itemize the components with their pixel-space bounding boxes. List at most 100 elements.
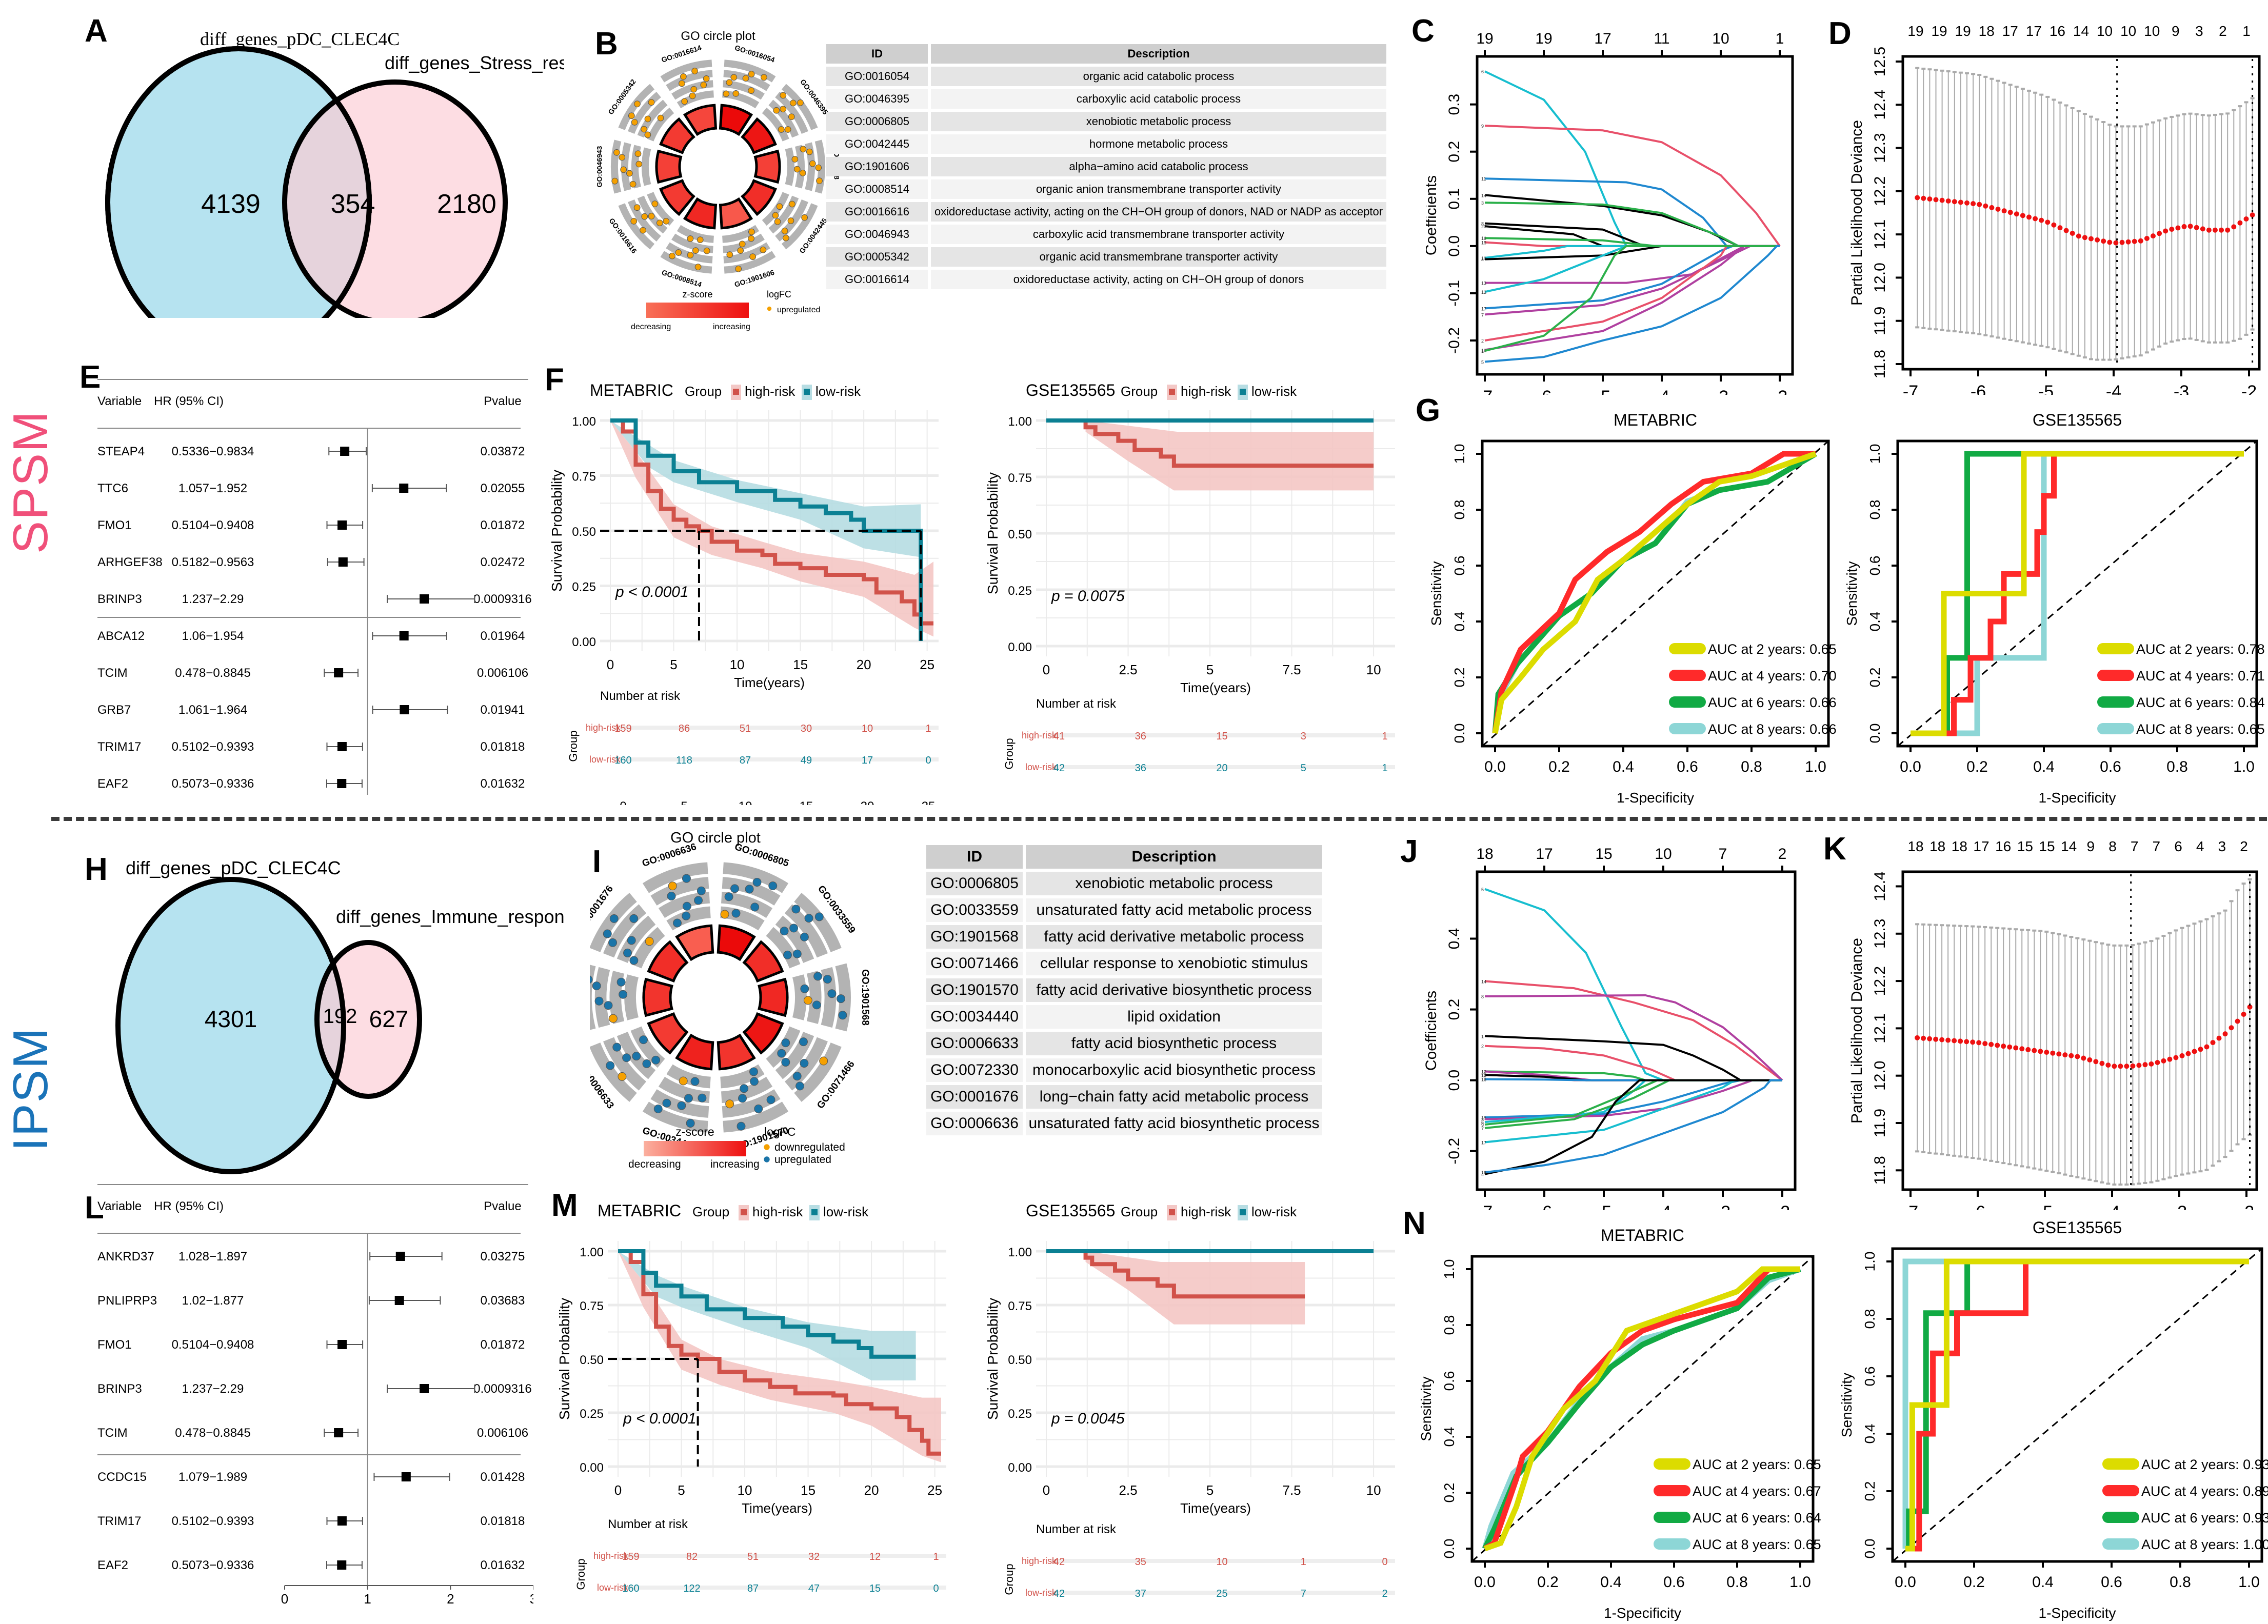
go-table-row: GO:0016614 oxidoreductase activity, actin… [826, 270, 1386, 289]
x-tick-label: 0.2 [1963, 1574, 1985, 1591]
forest-gene: BRINP3 [97, 1382, 142, 1396]
gene-dot [768, 881, 778, 890]
top-tick-label: 7 [2131, 838, 2139, 854]
y-tick-label: 12.4 [1872, 90, 1888, 119]
top-tick-label: 4 [2196, 838, 2204, 854]
risk-count: 1 [1301, 1556, 1306, 1568]
x-tick-label: 0.2 [1548, 758, 1570, 775]
cv-point [2051, 222, 2057, 228]
forest-ci: 0.5073−0.9336 [172, 1558, 254, 1572]
coef-path-label: 20 [1481, 224, 1486, 229]
cv-point [2105, 1062, 2111, 1068]
x-tick-label: 0.4 [1613, 758, 1634, 775]
forest-gene: TRIM17 [97, 1514, 141, 1528]
cv-point [2157, 231, 2162, 236]
gene-dot [787, 217, 794, 224]
km-x-tick-label: 0 [614, 1482, 622, 1498]
gene-dot [774, 218, 781, 225]
venn-h-both: 192 [323, 1005, 357, 1028]
top-tick-label: 15 [1595, 846, 1612, 863]
y-tick-label: 0.0 [1867, 724, 1883, 744]
gene-track [723, 242, 770, 264]
coef-path-label: 15 [1481, 1115, 1486, 1120]
gene-dot [760, 246, 767, 253]
km-y-tick-label: 0.00 [572, 635, 596, 649]
x-tick-label: -5 [2037, 1202, 2053, 1210]
gene-dot [819, 1056, 828, 1066]
cv-point [2119, 239, 2125, 245]
top-tick-label: 6 [2174, 838, 2182, 854]
risk-table-ylabel: Group [1003, 738, 1016, 769]
coef-path-label: 15 [1481, 240, 1486, 245]
forest-ci: 0.478−0.8845 [175, 1426, 250, 1440]
km-x-tick-label: 2.5 [1119, 1482, 1137, 1498]
km-x-axis-label: Time(years) [1180, 1500, 1251, 1516]
roc-curve [1492, 451, 1817, 734]
go-id-cell: GO:0072330 [926, 1058, 1023, 1082]
y-tick-label: 0.6 [1441, 1371, 1457, 1391]
gene-track [720, 906, 765, 931]
km-x-axis-label: Time(years) [1180, 680, 1251, 695]
cv-point [2130, 1063, 2136, 1069]
km-legend-low: low-risk [823, 1204, 869, 1219]
panel-letter-j: J [1400, 834, 1418, 869]
forest-pvalue: 0.006106 [477, 666, 528, 680]
go-desc-cell: long−chain fatty acid metabolic process [1026, 1085, 1322, 1109]
gene-dot [627, 936, 636, 945]
go-desc-cell: fatty acid derivative biosynthetic proce… [1026, 978, 1322, 1002]
gene-track [642, 862, 708, 893]
lasso-cv-plot-k: -7 -6 -5 -4 -3 -2 11.8 11.9 12.0 12.1 12.2 12.3 12.4… [1848, 838, 2258, 1210]
gene-dot [622, 1053, 631, 1062]
gene-dot [697, 236, 704, 243]
forest-ci: 1.061−1.964 [178, 703, 247, 717]
gene-dot [797, 99, 804, 106]
go-table-row: GO:0006633 fatty acid biosynthetic proces… [926, 1032, 1322, 1055]
risk-count: 160 [614, 755, 631, 766]
venn-h: diff_genes_pDC_CLEC4C diff_genes_Immune_… [115, 857, 564, 1174]
forest-gene: CCDC15 [97, 1470, 147, 1484]
gene-dot [629, 914, 639, 923]
gene-dot [789, 924, 799, 933]
km-x-tick-label: 0 [1043, 1482, 1050, 1498]
cv-point [2062, 1052, 2068, 1058]
panel-letter-d: D [1828, 16, 1852, 51]
roc-curve [1905, 1258, 2249, 1552]
cv-point [1964, 200, 1969, 206]
risk-time-label: 15 [800, 799, 813, 805]
risk-count: 159 [614, 723, 631, 734]
cv-point [2045, 219, 2051, 225]
risk-count: 15 [1216, 731, 1227, 742]
km-ci-band-low-risk [618, 1251, 916, 1380]
y-tick-label: 0.2 [1446, 141, 1463, 163]
cv-point [1952, 1038, 1957, 1044]
km-y-tick-label: 0.75 [1008, 471, 1032, 485]
risk-count: 87 [747, 1583, 759, 1594]
risk-count: 36 [1135, 763, 1146, 774]
gene-dot [687, 235, 694, 242]
top-tick-label: 7 [2153, 838, 2161, 854]
risk-count: 122 [683, 1583, 700, 1594]
gene-dot [827, 989, 837, 998]
go-desc-cell: oxidoreductase activity, acting on the C… [931, 202, 1386, 222]
forest-plot-l: Variable HR (95% CI) Pvalue ANKRD37 1.028−1.… [97, 1184, 533, 1607]
cv-point [2237, 220, 2243, 226]
y-tick-label: 1.0 [1451, 444, 1467, 464]
go-table-row: GO:0016054 organic acid catabolic process [826, 67, 1386, 86]
forest-pvalue: 0.01964 [481, 629, 525, 643]
roc-title: GSE135565 [2033, 411, 2122, 429]
y-tick-label: 0.4 [1862, 1424, 1878, 1444]
risk-group-label: high-risk [1022, 1556, 1057, 1566]
km-y-tick-label: 0.25 [572, 580, 596, 594]
y-axis-label: Partial Likelihood Deviance [1848, 120, 1865, 306]
roc-plot-n-gse: GSE135565 AUC at 2 years: 0.93 AUC at 4 ye… [1841, 1218, 2268, 1621]
km-y-tick-label: 0.75 [1008, 1299, 1032, 1313]
cv-point [2204, 1044, 2210, 1050]
forest-gene: EAF2 [97, 777, 128, 791]
top-tick-label: 1 [1776, 30, 1784, 47]
gene-dot [626, 170, 633, 177]
km-x-tick-label: 5 [1206, 1482, 1213, 1498]
top-tick-label: 8 [2108, 838, 2117, 854]
go-desc-cell: fatty acid biosynthetic process [1026, 1032, 1322, 1055]
y-axis-label: Sensitivity [1841, 1373, 1855, 1437]
cv-point [2113, 240, 2119, 246]
